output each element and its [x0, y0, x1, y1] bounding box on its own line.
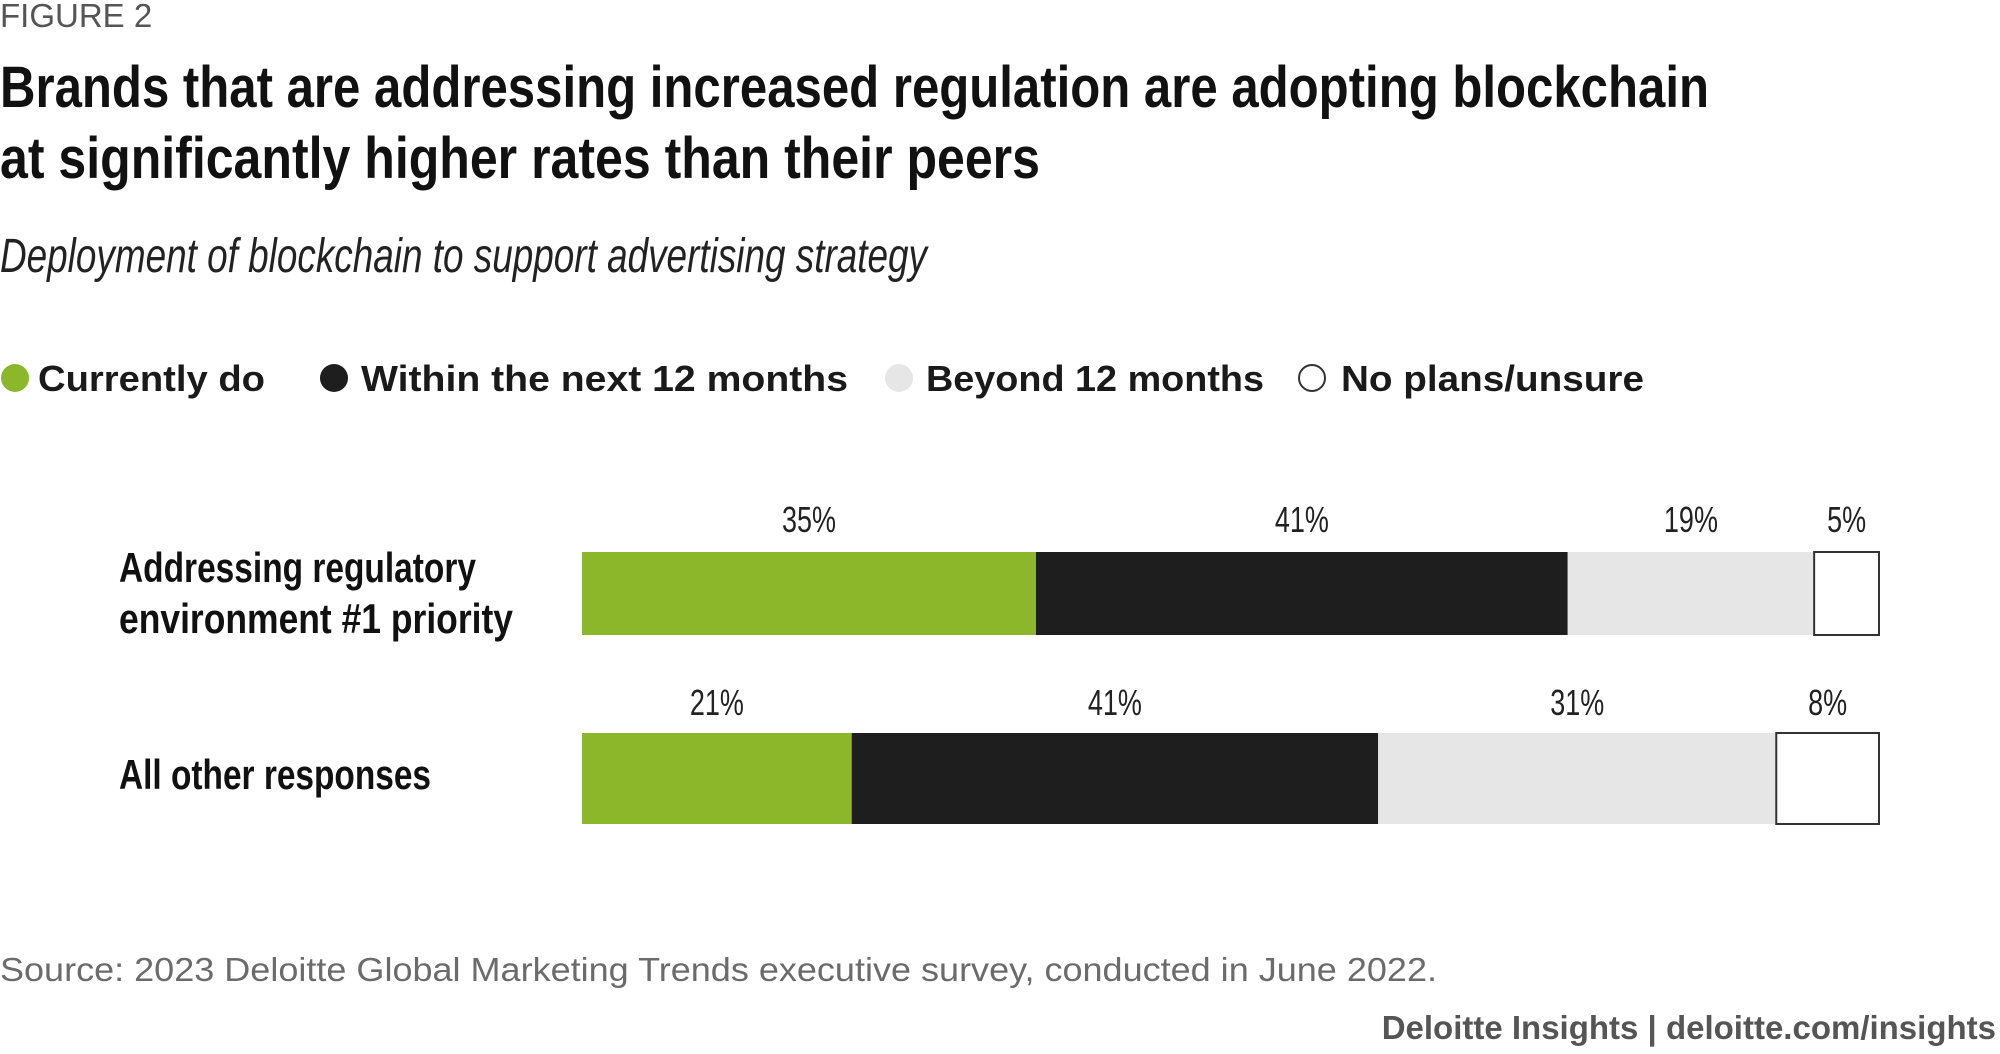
legend-swatch-within-12-months: [320, 364, 348, 392]
bar-segment-beyond-12-months-row-1: [1567, 552, 1815, 635]
chart-title-line-1: Brands that are addressing increased reg…: [0, 55, 1709, 120]
value-label-within-12-months-row-1: 41%: [1275, 499, 1329, 540]
bar-segment-within-12-months-row-2: [851, 733, 1379, 824]
category-label-regulatory-line-2: environment #1 priority: [119, 595, 514, 642]
category-labels: Addressing regulatory environment #1 pri…: [119, 544, 514, 798]
value-label-beyond-12-months-row-1: 19%: [1664, 499, 1718, 540]
legend-label-no-plans: No plans/unsure: [1341, 358, 1644, 399]
legend-label-beyond-12-months: Beyond 12 months: [926, 358, 1264, 399]
bar-segment-no-plans-row-1: [1813, 551, 1881, 636]
legend-label-currently-do: Currently do: [38, 358, 265, 399]
bar-segment-currently-do-row-2: [582, 733, 852, 824]
value-label-currently-do-row-2: 21%: [690, 682, 744, 723]
figure-label: FIGURE 2: [0, 0, 152, 34]
value-label-no-plans-row-1: 5%: [1827, 499, 1866, 540]
value-label-within-12-months-row-2: 41%: [1088, 682, 1142, 723]
value-label-currently-do-row-1: 35%: [782, 499, 836, 540]
legend-swatch-currently-do: [1, 364, 29, 392]
bar-segment-no-plans-row-2: [1775, 732, 1881, 825]
footer-credit: Deloitte Insights | deloitte.com/insight…: [1382, 1009, 1996, 1046]
legend-label-within-12-months: Within the next 12 months: [361, 358, 848, 399]
legend: Currently do Within the next 12 months B…: [1, 358, 1644, 399]
bar-segment-within-12-months-row-1: [1035, 552, 1568, 635]
category-label-all-other: All other responses: [119, 751, 431, 798]
value-label-no-plans-row-2: 8%: [1808, 682, 1847, 723]
bars: 35% 41% 19% 5% 21% 41% 31% 8%: [582, 499, 1881, 825]
bar-segment-beyond-12-months-row-2: [1378, 733, 1777, 824]
bar-segment-currently-do-row-1: [582, 552, 1036, 635]
source-note: Source: 2023 Deloitte Global Marketing T…: [0, 951, 1437, 988]
chart-subtitle: Deployment of blockchain to support adve…: [0, 230, 929, 283]
legend-swatch-beyond-12-months: [885, 364, 913, 392]
value-label-beyond-12-months-row-2: 31%: [1550, 682, 1604, 723]
category-label-regulatory-line-1: Addressing regulatory: [119, 544, 477, 591]
chart-title-line-2: at significantly higher rates than their…: [0, 126, 1040, 191]
legend-swatch-no-plans: [1298, 364, 1326, 392]
